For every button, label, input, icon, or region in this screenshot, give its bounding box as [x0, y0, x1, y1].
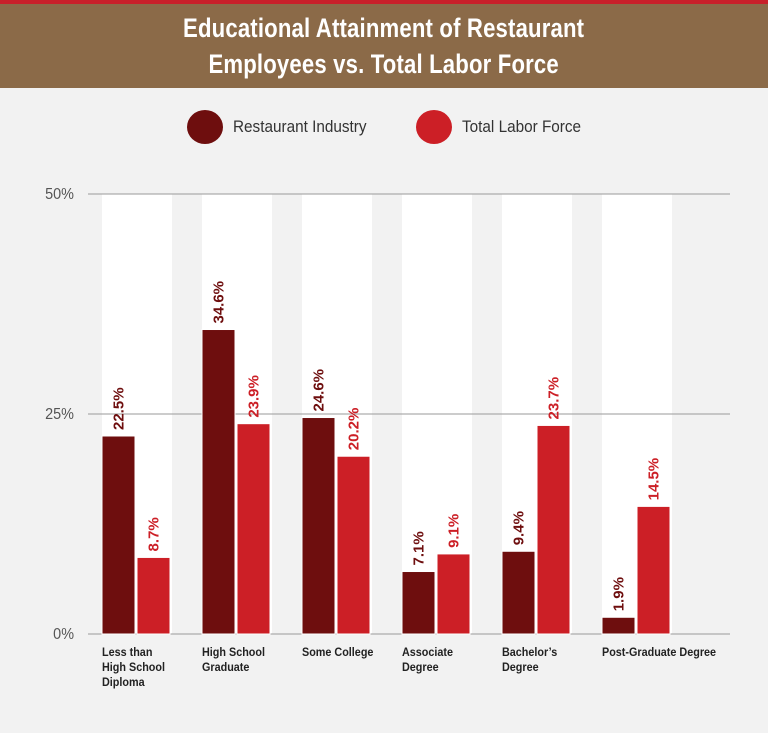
- category-label-line: Associate: [402, 645, 454, 659]
- category-label: Bachelor’s Degree: [502, 645, 557, 675]
- bar-value-label: 23.9%: [246, 375, 263, 418]
- bar: [301, 417, 336, 635]
- y-tick-label: 50%: [45, 185, 74, 203]
- legend-item-total-labor-force: Total Labor Force: [416, 110, 594, 144]
- bar-value-label: 8.7%: [146, 517, 163, 551]
- bar: [601, 616, 636, 635]
- bar-value-label: 9.1%: [446, 514, 463, 548]
- category-label-line: High School: [102, 660, 165, 674]
- category-label-line: Graduate: [202, 660, 250, 674]
- bar: [501, 550, 536, 635]
- bar-value-label: 24.6%: [311, 369, 328, 412]
- bar-value-label: 9.4%: [511, 511, 528, 545]
- category-label-line: Degree: [502, 660, 539, 674]
- legend-swatch-total-labor-force: [416, 110, 452, 144]
- bar: [536, 424, 571, 635]
- bar-value-label: 7.1%: [411, 531, 428, 565]
- category-label: Less than High School Diploma: [102, 645, 165, 690]
- category-label: Associate Degree: [402, 645, 453, 675]
- y-tick-label: 0%: [53, 625, 74, 643]
- category-label-line: Less than: [102, 645, 153, 659]
- category-label-line: Bachelor’s: [502, 645, 558, 659]
- legend-item-restaurant-industry: Restaurant Industry: [187, 110, 381, 144]
- title-banner: Educational Attainment of Restaurant Emp…: [0, 4, 768, 88]
- bar: [401, 571, 436, 635]
- bar: [136, 556, 171, 635]
- category-label-line: High School: [202, 645, 265, 659]
- category-label-line: Some College: [302, 645, 374, 659]
- legend-label-restaurant-industry: Restaurant Industry: [233, 117, 367, 136]
- bar: [436, 553, 471, 635]
- bar-value-label: 14.5%: [646, 458, 663, 501]
- category-label-line: Post-Graduate Degree: [602, 645, 717, 659]
- y-tick-label: 25%: [45, 405, 74, 423]
- bar-value-label: 22.5%: [111, 387, 128, 430]
- legend-label-total-labor-force: Total Labor Force: [462, 117, 582, 136]
- legend-swatch-restaurant-industry: [187, 110, 223, 144]
- bar-value-label: 23.7%: [546, 377, 563, 420]
- category-label-line: Degree: [402, 660, 439, 674]
- bar-value-label: 1.9%: [611, 577, 628, 611]
- legend: Restaurant Industry Total Labor Force: [0, 110, 768, 146]
- category-label-line: Diploma: [102, 675, 145, 689]
- chart-title-line-2: Employees vs. Total Labor Force: [208, 49, 560, 79]
- bar-value-label: 34.6%: [211, 281, 228, 324]
- bar: [101, 435, 136, 635]
- chart-title-line-1: Educational Attainment of Restaurant: [183, 13, 585, 43]
- bar-value-label: 20.2%: [346, 408, 363, 451]
- top-accent-line: [0, 0, 768, 4]
- category-label: High School Graduate: [202, 645, 265, 675]
- bar: [236, 423, 271, 635]
- bar: [336, 455, 371, 635]
- category-label: Some College: [302, 645, 373, 660]
- bar: [636, 505, 671, 635]
- bar: [201, 329, 236, 635]
- category-label: Post-Graduate Degree: [602, 645, 716, 660]
